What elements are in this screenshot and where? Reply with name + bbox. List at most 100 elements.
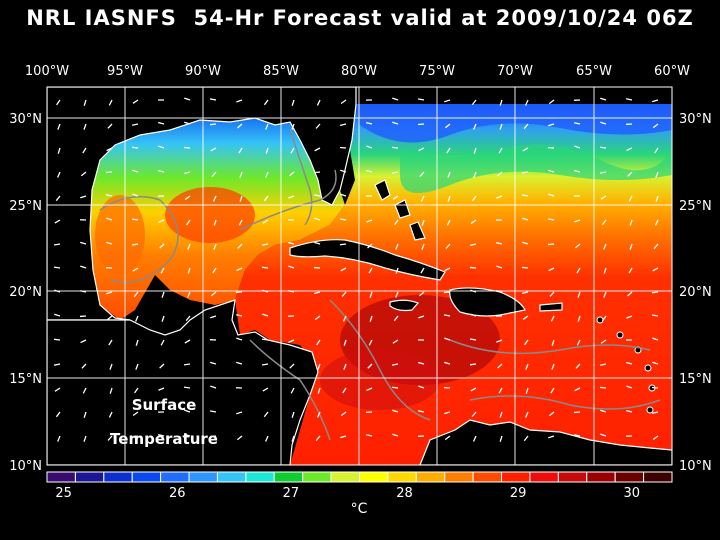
wind-arrow	[365, 434, 373, 437]
wind-arrow	[83, 435, 87, 442]
wind-arrow	[395, 243, 399, 250]
wind-arrow	[366, 387, 373, 392]
wind-arrow	[421, 243, 425, 250]
colorbar-swatch	[245, 471, 275, 483]
wind-arrow	[395, 267, 399, 274]
wind-arrow	[57, 171, 61, 178]
wind-arrow	[523, 435, 529, 442]
wind-arrow	[447, 195, 451, 202]
wind-arrow	[340, 99, 347, 105]
wind-arrow	[651, 386, 659, 389]
wind-arrow	[132, 169, 139, 173]
latitude-label-left: 10°N	[9, 459, 42, 474]
wind-arrow	[548, 169, 555, 173]
wind-arrow	[626, 315, 633, 319]
wind-arrow	[107, 123, 113, 129]
wind-arrow	[393, 315, 399, 322]
longitude-label: 65°W	[576, 64, 612, 79]
wind-arrow	[108, 99, 113, 106]
wind-arrow	[392, 339, 399, 344]
colorbar-swatch	[359, 471, 389, 483]
wind-arrow	[600, 339, 607, 344]
wind-arrow	[262, 219, 269, 224]
wind-arrow	[209, 123, 217, 126]
wind-arrow	[132, 99, 139, 104]
wind-arrow	[105, 194, 113, 197]
wind-arrow	[600, 195, 607, 200]
wind-arrow	[108, 339, 113, 346]
wind-arrow	[183, 386, 191, 389]
wind-arrow	[317, 363, 321, 370]
wind-arrow	[132, 193, 139, 197]
wind-arrow	[522, 241, 529, 245]
wind-arrow	[469, 266, 477, 269]
wind-arrow	[652, 435, 659, 441]
longitude-label: 75°W	[419, 64, 455, 79]
wind-arrow	[626, 361, 633, 365]
wind-arrow	[57, 147, 61, 154]
wind-arrow	[53, 243, 61, 246]
wind-arrow	[80, 339, 87, 344]
wind-arrow	[574, 387, 581, 392]
wind-arrow	[599, 146, 607, 149]
colorbar-tick-label: 28	[396, 486, 413, 501]
wind-arrow	[236, 411, 243, 415]
wind-arrow	[499, 411, 503, 418]
wind-arrow	[57, 435, 61, 442]
wind-arrow	[186, 219, 191, 226]
wind-arrow	[469, 338, 477, 341]
colorbar-swatch	[472, 471, 503, 483]
wind-arrow	[185, 315, 191, 322]
wind-arrow	[626, 385, 633, 389]
wind-arrow	[472, 435, 477, 442]
wind-arrow	[210, 315, 217, 319]
wind-arrow	[652, 411, 659, 415]
colorbar-swatch	[643, 471, 673, 483]
colorbar-swatch	[160, 471, 190, 483]
wind-arrow	[53, 363, 61, 366]
wind-arrow	[573, 434, 581, 437]
wind-arrow	[317, 387, 321, 394]
wind-arrow	[131, 146, 139, 149]
wind-arrow	[601, 315, 607, 322]
wind-arrow	[261, 243, 269, 246]
wind-arrow	[314, 217, 321, 221]
wind-arrow	[108, 411, 113, 418]
wind-arrow	[444, 361, 451, 365]
colorbar-swatch	[614, 471, 645, 483]
wind-arrow	[367, 363, 373, 369]
wind-arrow	[419, 171, 425, 177]
wind-arrow	[627, 171, 633, 177]
wind-arrow	[131, 123, 139, 126]
wind-arrow	[261, 363, 269, 366]
wind-arrow	[135, 363, 139, 370]
colorbar-tick-label: 25	[55, 486, 72, 501]
wind-arrow	[239, 171, 243, 178]
wind-arrow	[499, 99, 503, 106]
wind-arrow	[654, 219, 659, 226]
wind-arrow	[600, 121, 607, 125]
wind-arrow	[577, 291, 581, 298]
wind-arrow	[57, 123, 61, 130]
colorbar-tick-label: 30	[624, 486, 641, 501]
colorbar-swatch	[444, 471, 474, 483]
wind-arrow	[340, 435, 347, 439]
wind-arrow	[521, 171, 529, 174]
wind-arrow	[446, 219, 451, 226]
wind-arrow	[83, 411, 87, 418]
wind-arrow	[499, 435, 503, 442]
colorbar-tick-labels: 25 26 27 28 29 30	[55, 486, 640, 501]
wind-arrow	[158, 145, 165, 149]
wind-arrow	[522, 147, 529, 152]
wind-arrow	[573, 122, 581, 125]
wind-arrow	[446, 147, 451, 154]
wind-arrow	[625, 98, 633, 101]
wind-arrow	[133, 291, 139, 298]
wind-arrow	[444, 267, 451, 272]
wind-arrow	[496, 241, 503, 245]
wind-arrow	[210, 361, 217, 365]
wind-arrow	[548, 435, 555, 439]
wind-arrow	[575, 363, 581, 369]
longitude-labels: 100°W 95°W 90°W 85°W 80°W 75°W 70°W 65°W 60°W	[25, 64, 690, 79]
